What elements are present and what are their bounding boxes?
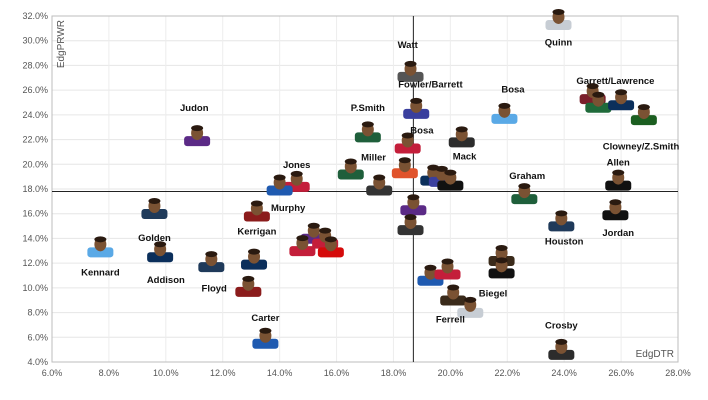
player-point — [394, 132, 421, 154]
player-label: Clowney/Z.Smith — [603, 141, 680, 152]
y-tick-label: 18.0% — [22, 184, 48, 194]
player-point — [317, 236, 344, 258]
x-tick-label: 18.0% — [381, 368, 407, 378]
player-point — [488, 257, 515, 279]
x-tick-label: 14.0% — [267, 368, 293, 378]
player-point — [289, 235, 316, 257]
y-tick-label: 12.0% — [22, 258, 48, 268]
player-point — [266, 174, 293, 196]
player-label: P.Smith — [351, 103, 385, 114]
player-label: Quinn — [545, 38, 573, 49]
player-point — [235, 275, 262, 297]
x-axis-ticks: 6.0% 8.0% 10.0% 12.0% 14.0% 16.0% 18.0% 20.0% 22… — [42, 368, 691, 378]
player-label: Bosa — [501, 85, 525, 96]
y-tick-label: 24.0% — [22, 110, 48, 120]
player-point — [198, 251, 225, 273]
y-tick-label: 14.0% — [22, 233, 48, 243]
player-point — [602, 199, 629, 221]
player-point — [548, 338, 575, 360]
y-tick-label: 8.0% — [27, 308, 48, 318]
player-point — [354, 121, 381, 143]
player-point — [548, 210, 575, 232]
player-label: Houston — [545, 237, 584, 248]
y-tick-label: 22.0% — [22, 135, 48, 145]
x-tick-label: 10.0% — [153, 368, 179, 378]
player-point — [366, 174, 393, 196]
player-label: Golden — [138, 233, 171, 244]
player-label: Addison — [147, 275, 185, 286]
player-point — [397, 60, 424, 82]
player-point — [491, 102, 518, 124]
player-point — [400, 194, 427, 216]
player-point — [252, 327, 279, 349]
player-label: Garrett/Lawrence — [576, 76, 654, 87]
player-label: Bosa — [410, 125, 434, 136]
y-tick-label: 26.0% — [22, 85, 48, 95]
player-point — [241, 248, 268, 270]
player-label: Murphy — [271, 203, 306, 214]
player-label: Miller — [361, 153, 386, 164]
player-label: Floyd — [202, 284, 228, 295]
x-tick-label: 28.0% — [665, 368, 691, 378]
player-label: Jordan — [602, 228, 634, 239]
plot-frame — [51, 15, 679, 363]
player-point — [437, 169, 464, 191]
player-point — [605, 169, 632, 191]
player-point — [434, 258, 461, 280]
player-point — [630, 104, 657, 126]
player-label: Graham — [509, 171, 545, 182]
player-label: Allen — [607, 158, 630, 169]
x-tick-label: 16.0% — [324, 368, 350, 378]
player-point — [545, 8, 572, 30]
player-point — [511, 183, 538, 205]
player-point — [184, 125, 211, 147]
player-label: Mack — [453, 151, 477, 162]
x-tick-label: 26.0% — [608, 368, 634, 378]
y-tick-label: 6.0% — [27, 332, 48, 342]
y-axis-title: EdgPRWR — [56, 20, 67, 68]
x-tick-label: 8.0% — [99, 368, 120, 378]
x-tick-label: 6.0% — [42, 368, 63, 378]
player-point — [337, 158, 364, 180]
y-tick-label: 32.0% — [22, 11, 48, 21]
player-label: Carter — [251, 313, 279, 324]
player-label: Crosby — [545, 321, 578, 332]
x-tick-label: 12.0% — [210, 368, 236, 378]
player-point — [457, 296, 484, 318]
player-label: Biegel — [479, 289, 508, 300]
player-label: Watt — [398, 40, 419, 51]
player-point — [448, 126, 475, 148]
player-label: Judon — [180, 103, 209, 114]
player-label: Jones — [283, 160, 310, 171]
y-tick-label: 20.0% — [22, 159, 48, 169]
player-point — [141, 198, 168, 220]
x-axis-title: EdgDTR — [636, 349, 674, 360]
player-point — [147, 241, 174, 263]
player-point — [87, 236, 114, 258]
y-axis-ticks: 4.0% 6.0% 8.0% 10.0% 12.0% 14.0% 16.0% 18.0% 20.… — [22, 11, 48, 367]
x-tick-label: 24.0% — [551, 368, 577, 378]
player-point — [440, 284, 467, 306]
y-tick-label: 10.0% — [22, 283, 48, 293]
player-markers — [87, 8, 657, 360]
y-tick-label: 4.0% — [27, 357, 48, 367]
player-label: Fowler/Barrett — [398, 80, 463, 91]
player-point — [608, 89, 635, 111]
x-tick-label: 20.0% — [438, 368, 464, 378]
x-tick-label: 22.0% — [495, 368, 521, 378]
player-point — [391, 157, 418, 179]
player-labels: Quinn Watt Fowler/Barrett Garrett/Lawrence B… — [81, 38, 679, 332]
y-tick-label: 28.0% — [22, 60, 48, 70]
player-point — [585, 91, 612, 113]
player-label: Kerrigan — [237, 227, 276, 238]
player-point — [243, 200, 270, 222]
y-tick-label: 16.0% — [22, 209, 48, 219]
player-point — [403, 97, 430, 119]
player-point — [397, 214, 424, 236]
player-label: Ferrell — [436, 314, 465, 325]
player-label: Kennard — [81, 268, 120, 279]
y-tick-label: 30.0% — [22, 36, 48, 46]
